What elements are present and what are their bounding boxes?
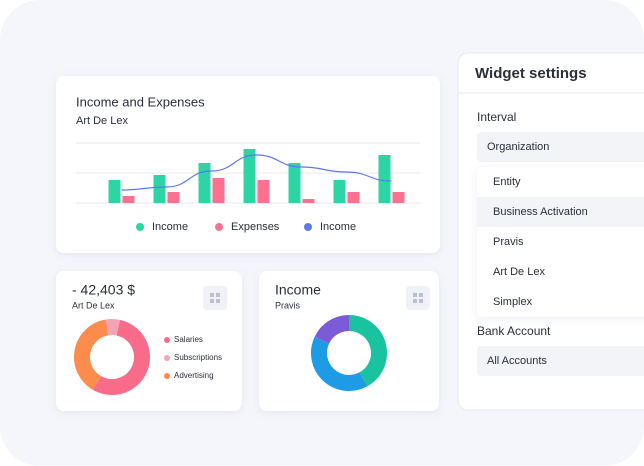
button-bg [406, 286, 430, 310]
bar [243, 149, 256, 203]
legend-marker [164, 373, 170, 379]
icon [216, 299, 220, 303]
legend-marker [136, 223, 144, 231]
dropdown-option[interactable]: Entity [493, 176, 521, 188]
legend-marker [304, 223, 312, 231]
bar [257, 180, 270, 203]
bar [392, 192, 405, 203]
legend-marker [164, 337, 170, 343]
bar [347, 192, 360, 203]
icon [210, 299, 214, 303]
bar [108, 180, 121, 203]
chart-subtitle: Art De Lex [76, 115, 128, 127]
legend-label: Expenses [231, 221, 280, 233]
dropdown-option[interactable]: Pravis [493, 236, 524, 248]
icon [216, 293, 220, 297]
legend-label: Subscriptions [174, 353, 222, 362]
button-bg [203, 286, 227, 310]
select-value: All Accounts [487, 355, 547, 367]
icon [413, 299, 417, 303]
chart-subtitle: Pravis [275, 300, 301, 310]
icon [419, 293, 423, 297]
legend-marker [164, 355, 170, 361]
donut-segment [105, 319, 120, 336]
legend-marker [215, 223, 223, 231]
panel-title: Widget settings [475, 65, 587, 82]
bar [288, 163, 301, 203]
field-label: Interval [477, 110, 516, 124]
chart-title: - 42,403 $ [72, 282, 135, 298]
bar [122, 196, 135, 203]
card [259, 271, 439, 411]
bar [378, 155, 391, 203]
donut-segment [93, 319, 150, 395]
select[interactable] [477, 132, 644, 162]
option-highlight [477, 197, 644, 227]
chart-title: Income and Expenses [76, 94, 205, 109]
donut-segment [314, 315, 350, 345]
legend-label: Salaries [174, 335, 203, 344]
bar [333, 180, 346, 203]
line [121, 154, 392, 191]
widget-settings-panel: Widget settings Interval Organization En… [457, 52, 644, 411]
donut-segment [348, 315, 387, 387]
icon [413, 293, 417, 297]
legend-label: Income [320, 221, 356, 233]
bar [198, 163, 211, 203]
icon [210, 293, 214, 297]
donut-segment [74, 319, 109, 390]
icon [419, 299, 423, 303]
legend-label: Income [152, 221, 188, 233]
card [56, 271, 242, 411]
dropdown-option[interactable]: Art De Lex [493, 266, 545, 278]
dropdown-option[interactable]: Business Activation [493, 206, 588, 218]
select-value: Organization [487, 141, 549, 153]
chart-title: Income [275, 282, 321, 298]
donut-segment [311, 336, 368, 391]
chart-subtitle: Art De Lex [72, 300, 115, 310]
bar [153, 175, 166, 203]
grid-button[interactable] [203, 286, 227, 310]
legend-label: Advertising [174, 371, 214, 380]
bar [302, 199, 315, 203]
bar [167, 192, 180, 203]
select[interactable] [477, 346, 644, 376]
bar [212, 178, 225, 203]
field-label: Bank Account [477, 324, 551, 338]
dropdown-option[interactable]: Simplex [493, 296, 533, 308]
grid-button[interactable] [406, 286, 430, 310]
